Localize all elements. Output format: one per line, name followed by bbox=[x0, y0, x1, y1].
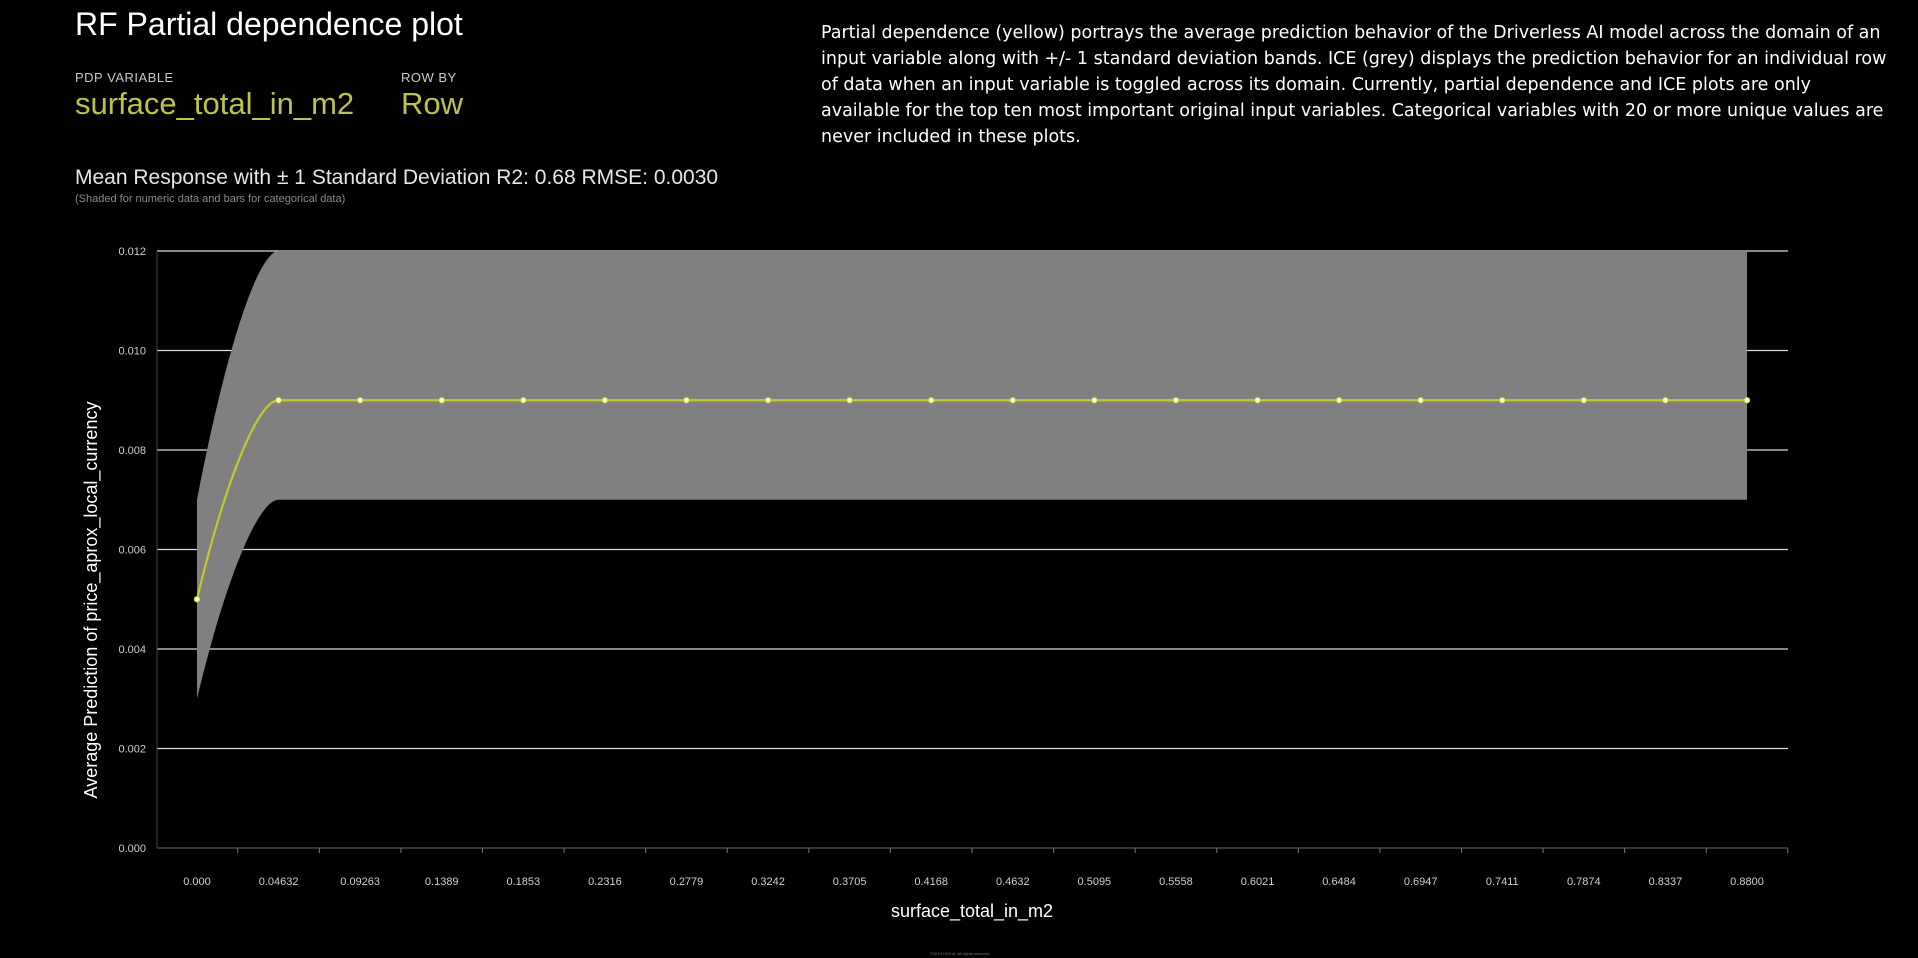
y-tick-label: 0.002 bbox=[118, 744, 146, 756]
y-tick-label: 0.000 bbox=[118, 843, 146, 855]
data-point[interactable] bbox=[928, 397, 935, 404]
data-point[interactable] bbox=[683, 397, 690, 404]
data-point[interactable] bbox=[1580, 397, 1588, 404]
y-tick-label: 0.006 bbox=[118, 545, 146, 557]
x-tick-label: 0.1389 bbox=[425, 876, 459, 888]
std-band-layer bbox=[197, 251, 1747, 699]
x-tick-label: 0.8337 bbox=[1649, 876, 1683, 888]
pdp-variable-value[interactable]: surface_total_in_m2 bbox=[75, 86, 355, 121]
x-tick-label: 0.5095 bbox=[1078, 876, 1112, 888]
data-point[interactable] bbox=[1417, 397, 1424, 404]
data-point[interactable] bbox=[1499, 397, 1506, 404]
data-point[interactable] bbox=[601, 397, 609, 404]
page-title: RF Partial dependence plot bbox=[75, 6, 463, 42]
row-by-label: ROW BY bbox=[401, 70, 457, 85]
x-tick-label: 0.3242 bbox=[751, 876, 785, 888]
data-point[interactable] bbox=[275, 397, 282, 404]
x-axis-label: surface_total_in_m2 bbox=[891, 901, 1053, 922]
footer-text: ©2019 H2O.ai. All rights reserved. bbox=[930, 951, 991, 956]
description-text: Partial dependence (yellow) portrays the… bbox=[821, 23, 1887, 147]
chart-title: Mean Response with ± 1 Standard Deviatio… bbox=[75, 166, 719, 189]
x-tick-label: 0.8800 bbox=[1730, 876, 1764, 888]
chart-subtitle: (Shaded for numeric data and bars for ca… bbox=[75, 193, 346, 205]
point-layer bbox=[193, 397, 1751, 603]
y-tick-label: 0.010 bbox=[118, 346, 146, 358]
y-tick-label: 0.008 bbox=[118, 445, 146, 457]
x-tick-label: 0.6021 bbox=[1241, 876, 1275, 888]
data-point[interactable] bbox=[1662, 397, 1669, 404]
x-tick-label: 0.4168 bbox=[914, 876, 948, 888]
data-point[interactable] bbox=[1254, 397, 1261, 404]
data-point[interactable] bbox=[1091, 397, 1098, 404]
data-point[interactable] bbox=[764, 397, 772, 404]
pdp-variable-label: PDP VARIABLE bbox=[75, 70, 174, 85]
x-tick-label: 0.7874 bbox=[1567, 876, 1601, 888]
data-point[interactable] bbox=[1743, 397, 1751, 404]
data-point[interactable] bbox=[193, 596, 201, 603]
row-by-value[interactable]: Row bbox=[401, 86, 464, 121]
x-tick-label: 0.4632 bbox=[996, 876, 1030, 888]
x-tick-label: 0.7411 bbox=[1486, 876, 1519, 888]
x-tick-label: 0.3705 bbox=[833, 876, 867, 888]
data-point[interactable] bbox=[1009, 397, 1016, 404]
x-tick-label: 0.5558 bbox=[1159, 876, 1193, 888]
x-tick-label: 0.09263 bbox=[340, 876, 380, 888]
y-tick-label: 0.012 bbox=[118, 246, 146, 258]
x-tick-label: 0.04632 bbox=[259, 876, 299, 888]
std-deviation-band bbox=[197, 251, 1747, 699]
x-tick-label: 0.6484 bbox=[1322, 876, 1356, 888]
x-tick-label: 0.2316 bbox=[588, 876, 622, 888]
data-point[interactable] bbox=[520, 397, 527, 404]
x-tick-label: 0.000 bbox=[183, 876, 211, 888]
x-tick-label: 0.1853 bbox=[506, 876, 540, 888]
y-axis-label: Average Prediction of price_aprox_local_… bbox=[81, 402, 102, 799]
data-point[interactable] bbox=[356, 397, 364, 404]
x-tick-label: 0.2779 bbox=[670, 876, 704, 888]
data-point[interactable] bbox=[846, 397, 853, 404]
data-point[interactable] bbox=[1335, 397, 1343, 404]
x-tick-label: 0.6947 bbox=[1404, 876, 1438, 888]
data-point[interactable] bbox=[438, 397, 445, 404]
axis-layer: 0.000 0.002 0.004 0.006 0.008 0.010 0.012 0.000… bbox=[118, 246, 1789, 888]
data-point[interactable] bbox=[1172, 397, 1180, 404]
y-tick-label: 0.004 bbox=[118, 644, 146, 656]
